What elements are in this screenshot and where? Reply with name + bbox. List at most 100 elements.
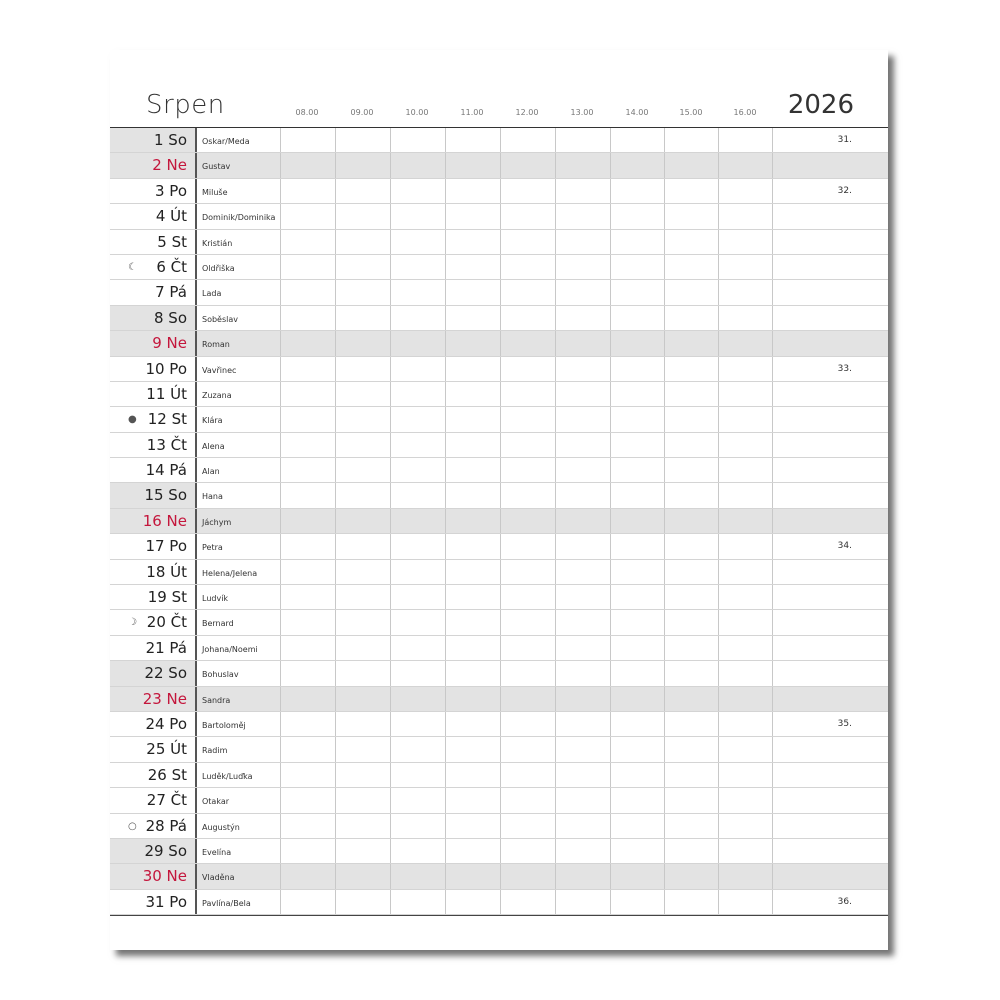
hour-divider bbox=[610, 610, 611, 635]
day-number: 3 Po bbox=[155, 181, 187, 200]
new-moon-icon: ● bbox=[128, 414, 137, 426]
name-day: Augustýn bbox=[202, 822, 240, 832]
hour-label: 11.00 bbox=[460, 108, 484, 117]
day-row[interactable]: ☾ 6 Čt Oldřiška bbox=[110, 254, 888, 281]
day-row[interactable]: 1 So Oskar/Meda 31. bbox=[110, 128, 888, 154]
name-day: Bernard bbox=[202, 619, 234, 629]
day-row[interactable]: 15 So Hana bbox=[110, 483, 888, 509]
name-day: Miluše bbox=[202, 187, 228, 197]
day-row[interactable]: 3 Po Miluše 32. bbox=[110, 178, 888, 205]
hour-divider bbox=[280, 331, 281, 356]
hour-divider bbox=[664, 407, 665, 432]
hour-divider bbox=[555, 153, 556, 178]
day-row[interactable]: 16 Ne Jáchym bbox=[110, 508, 888, 535]
name-day: Bohuslav bbox=[202, 670, 239, 680]
day-row[interactable]: 14 Pá Alan bbox=[110, 458, 888, 484]
day-row[interactable]: 29 So Evelína bbox=[110, 838, 888, 865]
name-day: Helena/Jelena bbox=[202, 568, 258, 578]
day-row[interactable]: 25 Út Radim bbox=[110, 737, 888, 763]
hour-divider bbox=[335, 889, 336, 915]
day-row[interactable]: 24 Po Bartoloměj 35. bbox=[110, 711, 888, 738]
day-row[interactable]: 22 So Bohuslav bbox=[110, 661, 888, 687]
day-row[interactable]: 7 Pá Lada bbox=[110, 280, 888, 306]
day-label: 24 Po bbox=[110, 712, 195, 736]
day-number: 14 Pá bbox=[145, 461, 187, 480]
hour-divider bbox=[610, 838, 611, 864]
hour-divider bbox=[610, 153, 611, 178]
hour-divider bbox=[500, 559, 501, 585]
calendar-page: Srpen 2026 08.00 09.00 10.00 11.00 12.00 13.0… bbox=[110, 50, 888, 950]
hour-divider bbox=[335, 432, 336, 458]
hour-divider bbox=[500, 356, 501, 381]
day-row[interactable]: 17 Po Petra 34. bbox=[110, 534, 888, 560]
day-number: 16 Ne bbox=[142, 511, 187, 530]
month-title: Srpen bbox=[146, 90, 225, 120]
divider bbox=[195, 407, 197, 432]
day-row[interactable]: 19 St Ludvík bbox=[110, 585, 888, 611]
day-label: 27 Čt bbox=[110, 788, 195, 812]
hour-divider bbox=[718, 737, 719, 762]
hour-divider bbox=[335, 813, 336, 838]
day-row[interactable]: 23 Ne Sandra bbox=[110, 686, 888, 712]
name-day: Lada bbox=[202, 289, 222, 299]
day-row[interactable]: 10 Po Vavřinec 33. bbox=[110, 356, 888, 382]
day-row[interactable]: 9 Ne Roman bbox=[110, 331, 888, 357]
day-label: ☾ 6 Čt bbox=[110, 255, 195, 279]
day-row[interactable]: 4 Út Dominik/Dominika bbox=[110, 204, 888, 230]
hour-divider bbox=[555, 838, 556, 864]
hour-divider bbox=[390, 178, 391, 204]
hour-divider bbox=[445, 331, 446, 356]
hour-divider bbox=[445, 356, 446, 381]
day-row[interactable]: 11 Út Zuzana bbox=[110, 381, 888, 408]
day-row[interactable]: ○ 28 Pá Augustýn bbox=[110, 813, 888, 839]
hour-divider bbox=[718, 407, 719, 432]
divider bbox=[195, 381, 197, 407]
day-row[interactable]: 21 Pá Johana/Noemi bbox=[110, 635, 888, 662]
day-row[interactable]: 13 Čt Alena bbox=[110, 432, 888, 459]
hour-divider bbox=[555, 381, 556, 407]
day-number: 24 Po bbox=[145, 714, 187, 733]
hour-divider bbox=[280, 762, 281, 788]
day-row[interactable]: 27 Čt Otakar bbox=[110, 788, 888, 814]
hour-divider bbox=[772, 280, 773, 305]
day-row[interactable]: 26 St Luděk/Luďka bbox=[110, 762, 888, 789]
hour-divider bbox=[772, 559, 773, 585]
name-day: Otakar bbox=[202, 797, 230, 807]
hour-divider bbox=[610, 889, 611, 915]
divider bbox=[195, 838, 197, 864]
day-row[interactable]: 2 Ne Gustav bbox=[110, 153, 888, 179]
hour-divider bbox=[390, 534, 391, 559]
hour-divider bbox=[718, 864, 719, 889]
hour-divider bbox=[335, 788, 336, 813]
hour-divider bbox=[555, 483, 556, 508]
hour-divider bbox=[500, 788, 501, 813]
day-row[interactable]: ☽ 20 Čt Bernard bbox=[110, 610, 888, 636]
hour-divider bbox=[390, 762, 391, 788]
hour-divider bbox=[718, 381, 719, 407]
day-label: 26 St bbox=[110, 763, 195, 787]
hour-divider bbox=[390, 813, 391, 838]
hour-divider bbox=[664, 178, 665, 204]
hour-divider bbox=[445, 788, 446, 813]
hour-divider bbox=[772, 864, 773, 889]
hour-divider bbox=[610, 508, 611, 534]
hour-divider bbox=[280, 635, 281, 661]
hour-divider bbox=[280, 711, 281, 737]
week-number: 33. bbox=[837, 363, 852, 374]
hour-divider bbox=[280, 204, 281, 229]
day-row[interactable]: ● 12 St Klára bbox=[110, 407, 888, 433]
hour-divider bbox=[445, 661, 446, 686]
hour-divider bbox=[335, 128, 336, 153]
day-label: 16 Ne bbox=[110, 509, 195, 533]
day-row[interactable]: 31 Po Pavlína/Bela 36. bbox=[110, 889, 888, 916]
hour-divider bbox=[555, 254, 556, 280]
divider bbox=[195, 686, 197, 711]
day-row[interactable]: 5 St Kristián bbox=[110, 229, 888, 255]
day-row[interactable]: 8 So Soběslav bbox=[110, 305, 888, 332]
day-row[interactable]: 30 Ne Vladěna bbox=[110, 864, 888, 890]
day-number: 2 Ne bbox=[152, 156, 187, 175]
hour-divider bbox=[610, 204, 611, 229]
hour-divider bbox=[390, 381, 391, 407]
hour-divider bbox=[664, 813, 665, 838]
day-row[interactable]: 18 Út Helena/Jelena bbox=[110, 559, 888, 586]
